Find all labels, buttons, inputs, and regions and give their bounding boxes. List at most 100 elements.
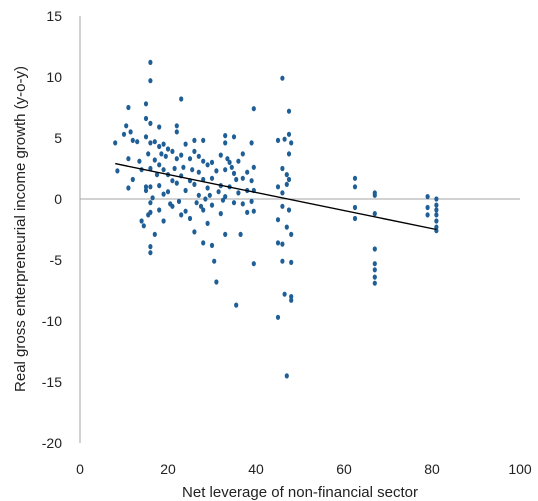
x-axis-title: Net leverage of non-financial sector <box>182 484 418 501</box>
data-point <box>170 148 175 154</box>
data-point <box>282 136 287 142</box>
x-tick-label: 40 <box>248 461 264 477</box>
data-points <box>113 59 439 379</box>
data-point <box>126 104 131 111</box>
data-point <box>216 189 221 195</box>
data-point <box>152 139 157 145</box>
data-point <box>434 212 439 218</box>
data-point <box>128 129 133 135</box>
data-point <box>179 96 184 102</box>
data-point <box>205 220 210 226</box>
data-point <box>196 192 201 198</box>
data-point <box>240 175 245 181</box>
data-point <box>372 246 377 252</box>
data-point <box>223 194 228 200</box>
data-point <box>220 197 226 203</box>
data-point <box>143 187 149 194</box>
data-point <box>148 184 153 190</box>
data-point <box>154 172 160 178</box>
data-point <box>159 151 164 157</box>
data-point <box>170 178 175 184</box>
data-point <box>174 180 179 186</box>
data-point <box>174 123 179 129</box>
trend-line <box>115 162 437 231</box>
data-point <box>434 196 439 202</box>
data-point <box>286 151 292 157</box>
data-point <box>289 140 294 146</box>
data-point <box>179 212 184 218</box>
data-point <box>201 158 206 164</box>
y-tick-label: -20 <box>42 435 62 451</box>
data-point <box>251 261 256 267</box>
data-point <box>218 152 223 158</box>
data-point <box>198 203 204 209</box>
data-point <box>236 190 241 196</box>
data-point <box>352 184 358 190</box>
data-point <box>372 211 377 217</box>
data-point <box>137 158 142 164</box>
data-point <box>148 250 153 256</box>
data-point <box>148 78 153 84</box>
data-point <box>275 314 281 320</box>
data-point <box>209 242 215 248</box>
data-point <box>148 244 153 250</box>
data-point <box>179 152 184 158</box>
data-point <box>240 201 245 207</box>
data-point <box>280 258 285 264</box>
data-point <box>209 159 215 165</box>
data-point <box>163 153 168 159</box>
data-point <box>286 131 292 137</box>
data-point <box>201 207 206 213</box>
data-point <box>251 106 256 112</box>
data-point <box>187 215 193 222</box>
data-point <box>205 185 210 191</box>
data-point <box>234 176 239 183</box>
data-point <box>172 165 177 172</box>
data-point <box>150 195 155 201</box>
data-point <box>148 140 153 146</box>
data-point <box>187 156 193 162</box>
data-point <box>240 151 245 157</box>
data-point <box>183 187 188 194</box>
data-point <box>249 140 254 146</box>
y-tick-label: 15 <box>46 8 62 24</box>
data-point <box>289 231 294 237</box>
data-point <box>201 240 206 246</box>
data-point <box>190 167 195 173</box>
data-point <box>113 140 118 146</box>
data-point <box>284 373 289 379</box>
data-point <box>249 178 254 184</box>
data-point <box>207 192 212 198</box>
y-axis-title: Real gross enterpreneurial income growth… <box>12 66 29 392</box>
data-point <box>192 181 197 187</box>
x-tick-label: 80 <box>424 461 440 477</box>
data-point <box>434 224 439 230</box>
data-point <box>126 185 131 191</box>
data-point <box>203 196 208 202</box>
data-point <box>143 134 149 140</box>
data-point <box>372 261 377 267</box>
data-point <box>165 146 171 152</box>
data-point <box>282 291 287 297</box>
data-point <box>275 240 281 246</box>
data-point <box>170 203 175 209</box>
data-point <box>130 176 135 183</box>
data-point <box>289 294 294 300</box>
data-point <box>157 143 162 150</box>
data-point <box>148 165 153 172</box>
data-point <box>231 170 237 176</box>
y-tick-label: -5 <box>50 252 63 268</box>
data-point <box>183 208 188 214</box>
y-tick-label: 5 <box>54 130 62 146</box>
data-point <box>161 218 166 224</box>
data-point <box>135 139 140 145</box>
data-point <box>236 158 241 164</box>
data-point <box>286 108 292 114</box>
x-tick-label: 0 <box>76 461 84 477</box>
data-point <box>209 175 215 181</box>
data-point <box>227 159 232 165</box>
data-point <box>205 162 210 168</box>
data-point <box>352 175 358 181</box>
data-point <box>218 211 223 217</box>
data-point <box>280 203 285 209</box>
